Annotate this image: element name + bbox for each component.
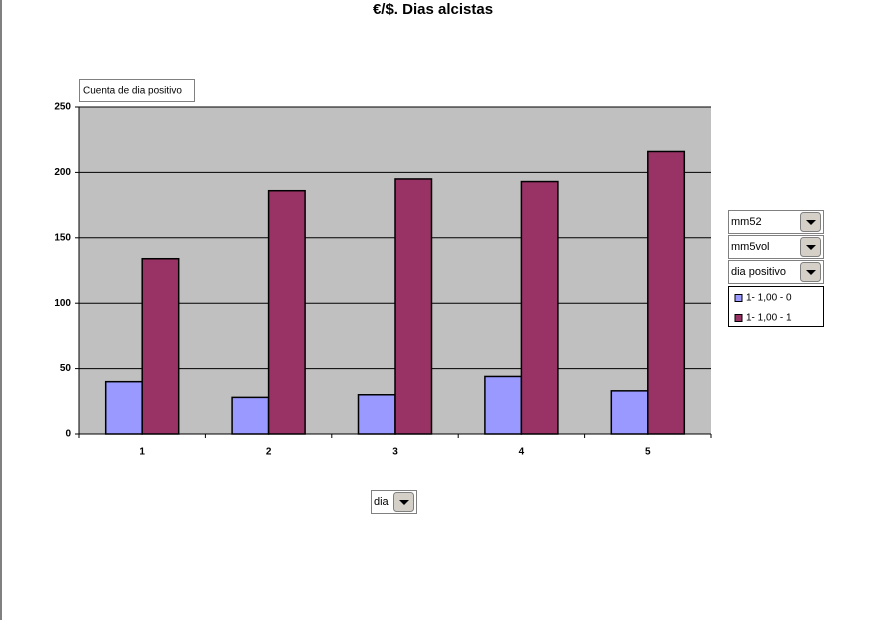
bar [104, 380, 143, 435]
page-field-dropdown[interactable]: mm52 [728, 210, 824, 234]
dropdown-arrow [399, 500, 409, 505]
bar [357, 394, 396, 435]
dropdown-box [728, 235, 824, 259]
bar [647, 150, 686, 435]
data-field-label: Cuenta de dia positivo [83, 86, 182, 97]
x-tick-label: 3 [392, 447, 398, 458]
y-tick-label: 150 [54, 232, 71, 243]
page-field-dropdown[interactable]: mm5vol [728, 235, 824, 259]
bar [484, 375, 523, 435]
dropdown-arrow [806, 245, 816, 250]
dropdown-box [728, 210, 824, 234]
legend [728, 286, 824, 327]
bar [520, 180, 559, 435]
dropdown-box [728, 260, 824, 284]
y-tick-label: 200 [54, 167, 71, 178]
dropdown-label: mm52 [731, 216, 762, 228]
dropdown-arrow [806, 270, 816, 275]
bar [141, 257, 180, 435]
x-tick-label: 5 [645, 447, 651, 458]
dropdown-arrow [806, 220, 816, 225]
bar [267, 189, 306, 435]
bar [610, 390, 649, 435]
y-tick-label: 0 [65, 429, 71, 440]
bar [231, 396, 270, 435]
legend-swatch [734, 314, 743, 322]
category-field-dropdown[interactable]: dia [371, 490, 417, 514]
chart-title: €/$. Dias alcistas [373, 1, 493, 18]
bar [394, 178, 433, 435]
dropdown-label: mm5vol [731, 241, 770, 253]
dropdown-label: dia positivo [731, 266, 786, 278]
x-tick-label: 1 [139, 447, 145, 458]
y-tick-label: 100 [54, 298, 71, 309]
x-tick-label: 2 [266, 447, 272, 458]
y-tick-label: 50 [60, 363, 72, 374]
legend-swatch [734, 294, 743, 302]
legend-label: 1- 1,00 - 1 [746, 313, 792, 324]
dropdown-label: dia [374, 496, 390, 508]
x-tick-label: 4 [519, 447, 525, 458]
legend-label: 1- 1,00 - 0 [746, 293, 792, 304]
page-field-dropdown[interactable]: dia positivo [728, 260, 824, 284]
y-tick-label: 250 [54, 102, 71, 113]
data-field-button[interactable]: Cuenta de dia positivo [79, 79, 195, 102]
